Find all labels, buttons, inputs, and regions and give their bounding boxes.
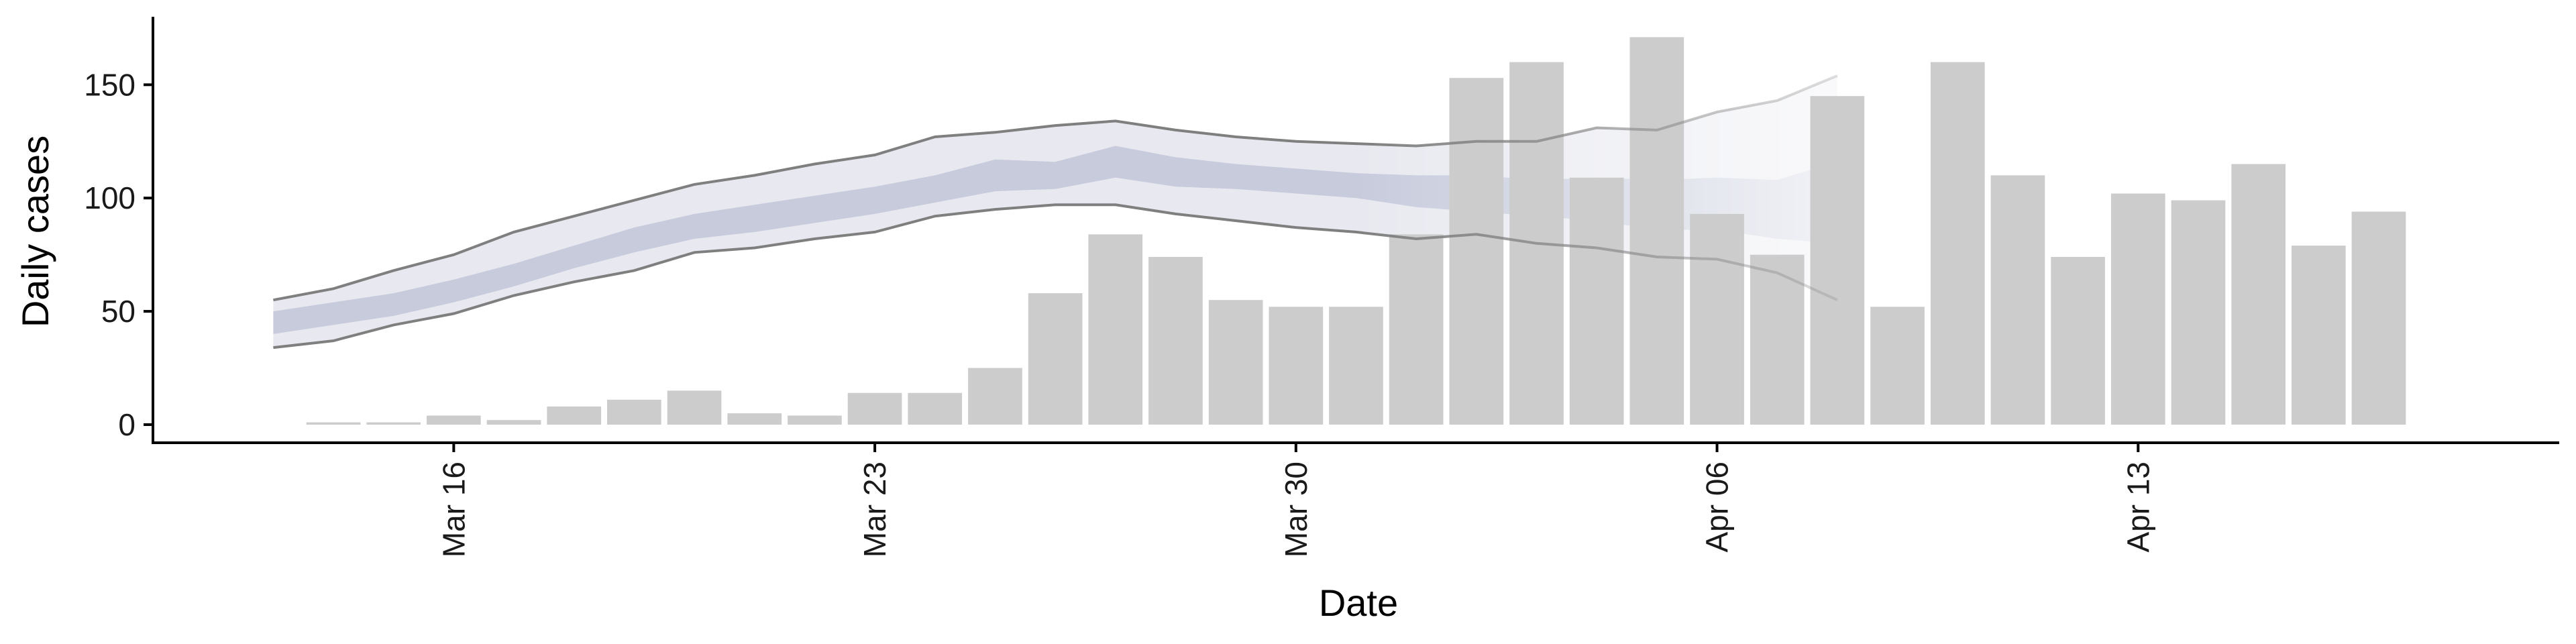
y-tick-label: 0 (118, 407, 136, 442)
bar-2020-03-27 (1088, 234, 1143, 425)
bar-2020-04-05 (1629, 37, 1684, 425)
bar-2020-04-11 (1990, 175, 2045, 425)
bar-2020-03-14 (306, 422, 361, 425)
y-axis-title: Daily cases (14, 136, 56, 327)
lower-bound-line (273, 203, 1838, 350)
bar-2020-03-29 (1208, 300, 1263, 425)
y-tick-label: 50 (101, 294, 136, 329)
bar-2020-03-23 (847, 392, 902, 425)
bar-2020-03-18 (547, 407, 602, 425)
x-tick-label: Mar 16 (436, 462, 471, 557)
bar-2020-04-08 (1810, 96, 1865, 425)
bar-2020-04-16 (2291, 246, 2346, 425)
x-tick-label: Apr 13 (2121, 462, 2155, 553)
bar-2020-03-31 (1329, 307, 1383, 425)
bar-2020-04-14 (2171, 200, 2226, 425)
bar-2020-04-01 (1389, 234, 1444, 425)
bar-2020-03-25 (968, 368, 1022, 425)
bar-2020-03-16 (427, 415, 481, 425)
x-axis-title: Date (1319, 582, 1398, 624)
bar-2020-03-24 (908, 392, 963, 425)
upper-bound-line (273, 74, 1838, 302)
bar-2020-04-04 (1569, 177, 1624, 425)
x-tick-label: Mar 23 (857, 462, 892, 557)
bound-lines (273, 74, 1838, 350)
bar-2020-04-09 (1870, 307, 1925, 425)
bar-2020-04-13 (2110, 193, 2165, 425)
bar-2020-04-02 (1449, 78, 1504, 425)
x-tick-label: Mar 30 (1279, 462, 1313, 557)
axes: 0 50 100 150 Mar 16 Mar 23 Mar 30 Apr 06 Apr 13 (84, 17, 2559, 557)
nowcast-band-50 (273, 146, 1837, 334)
bar-2020-03-15 (366, 422, 421, 425)
bar-2020-03-17 (486, 420, 541, 425)
bar-2020-03-28 (1148, 257, 1203, 425)
bar-2020-04-06 (1690, 213, 1744, 425)
bar-2020-04-10 (1930, 62, 1985, 425)
bar-2020-03-19 (607, 399, 661, 425)
bar-2020-04-07 (1750, 254, 1805, 425)
bar-2020-04-15 (2231, 164, 2286, 425)
bar-2020-04-17 (2351, 211, 2406, 425)
x-tick-label: Apr 06 (1700, 462, 1735, 553)
bar-2020-03-22 (788, 415, 842, 425)
y-tick-label: 100 (84, 180, 136, 215)
bar-2020-03-30 (1269, 307, 1324, 425)
y-tick-label: 150 (84, 67, 136, 102)
bar-2020-03-21 (727, 413, 782, 425)
bar-2020-03-26 (1028, 293, 1083, 425)
bar-2020-03-20 (667, 390, 722, 425)
bar-2020-04-12 (2051, 257, 2105, 425)
